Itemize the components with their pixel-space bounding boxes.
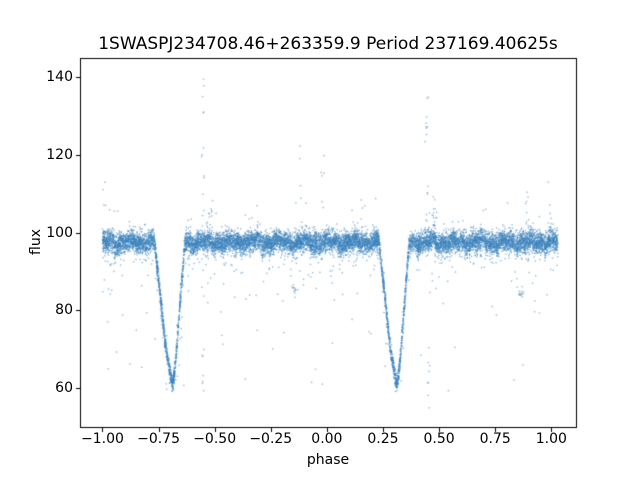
x-tick-label: 1.00 [535, 431, 567, 447]
y-tick-label: 120 [46, 147, 73, 164]
x-tick-label: 0.25 [367, 431, 399, 447]
x-tick-label: −0.50 [193, 431, 237, 447]
y-tick-label: 140 [46, 69, 73, 86]
x-tick-label: −1.00 [80, 431, 124, 447]
chart-title: 1SWASPJ234708.46+263359.9 Period 237169.… [98, 34, 558, 54]
x-tick-label: 0.00 [311, 431, 343, 447]
x-tick-label: 0.75 [479, 431, 511, 447]
x-tick-label: 0.50 [423, 431, 455, 447]
y-tick-label: 60 [55, 380, 73, 397]
x-tick-label: −0.75 [137, 431, 180, 447]
y-tick-label: 80 [55, 302, 73, 319]
x-tick-label: −0.25 [249, 431, 293, 447]
x-axis-label: phase [306, 452, 350, 468]
y-tick-label: 100 [46, 224, 73, 241]
